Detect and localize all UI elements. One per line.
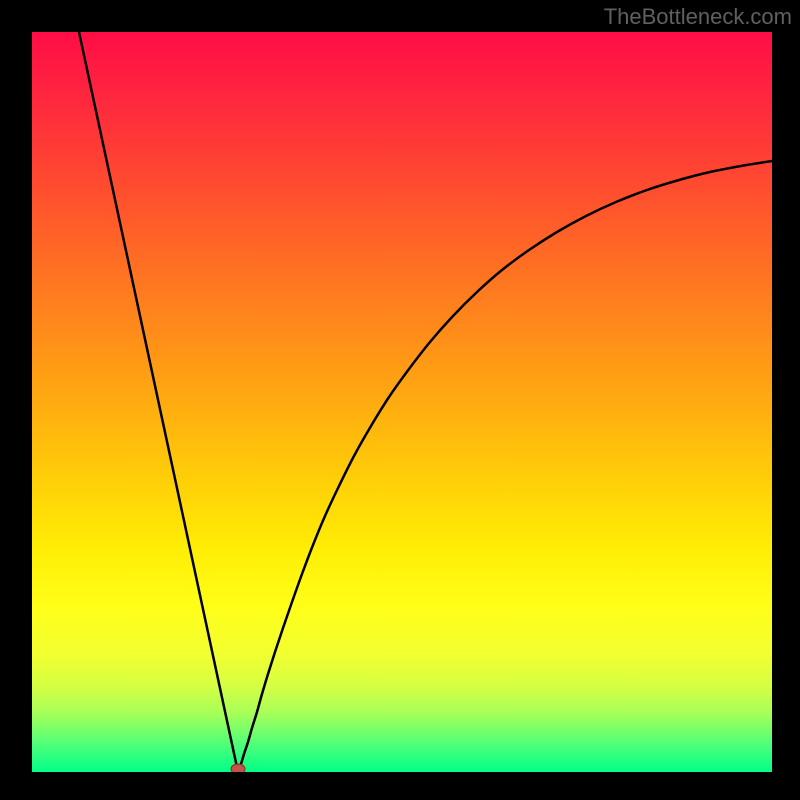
watermark-text: TheBottleneck.com [604, 4, 792, 30]
minimum-marker [231, 764, 245, 772]
curve-overlay [32, 32, 772, 772]
chart-container: TheBottleneck.com [0, 0, 800, 800]
plot-area [32, 32, 772, 772]
curve-path [79, 32, 772, 772]
